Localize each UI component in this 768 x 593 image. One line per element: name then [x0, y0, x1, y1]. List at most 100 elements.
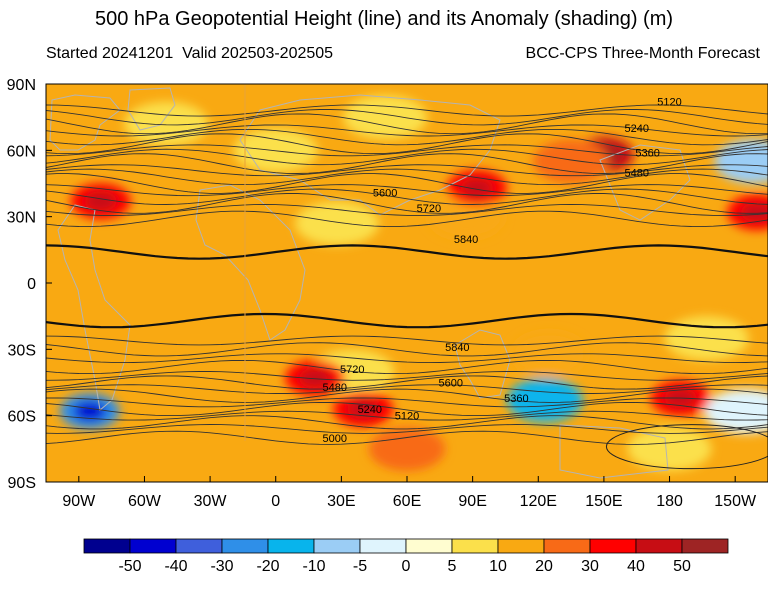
colorbar-swatch [267, 538, 315, 554]
colorbar-label: 30 [581, 558, 599, 575]
contour-label: 5480 [624, 167, 648, 179]
colorbar-swatch [635, 538, 683, 554]
contour-line [46, 430, 768, 445]
contour-line [46, 384, 768, 394]
colorbar-label: 5 [448, 558, 457, 575]
x-tick-label: 180 [656, 493, 683, 510]
contour-line [46, 144, 768, 157]
contour-line [46, 168, 768, 186]
contour-line [46, 188, 768, 205]
colorbar-swatch [405, 538, 453, 554]
colorbar-swatch [497, 538, 545, 554]
anomaly-core [740, 202, 768, 223]
valid-period: Valid 202503-202505 [182, 45, 334, 62]
y-tick-label: 90N [7, 77, 36, 94]
anomaly-core [73, 401, 107, 422]
contour-closed [605, 424, 768, 470]
y-tick-label: 30N [7, 210, 36, 227]
x-tick-label: 30W [194, 493, 228, 510]
contour-line [46, 388, 768, 403]
colorbar-label: 0 [402, 558, 411, 575]
contour-line-thick [46, 312, 768, 329]
contour-line [46, 401, 768, 417]
contour-line [46, 359, 768, 375]
anomaly-region [506, 378, 583, 423]
anomaly-region [511, 331, 588, 376]
contour-line [46, 128, 768, 146]
contour-line [46, 193, 768, 214]
contour-line [46, 173, 768, 194]
contour-line [46, 335, 768, 346]
contour-line [46, 104, 768, 117]
contour-labels: 5120 5240 5360 5480 5600 5720 5840 5840 5720 5600… [323, 97, 682, 445]
contour-label: 5120 [657, 97, 681, 109]
contour-line [46, 371, 768, 381]
colorbar-swatch [451, 538, 499, 554]
anomaly-core [298, 368, 332, 388]
colorbar-label: -20 [256, 558, 279, 575]
contour-line [46, 397, 768, 408]
forecast-dates: Started 20241201 Valid 202503-202505 [46, 45, 333, 63]
contour-label: 5360 [504, 393, 528, 405]
x-tick-label: 90E [458, 493, 486, 510]
contour-line [46, 410, 768, 421]
anomaly-region [369, 426, 445, 471]
contour-label: 5840 [454, 234, 478, 246]
contour-label: 5360 [635, 148, 659, 160]
contour-line [46, 153, 768, 174]
chart-title: 500 hPa Geopotential Height (line) and i… [94, 8, 674, 30]
colorbar-swatch [359, 538, 407, 554]
contour-label: 5600 [439, 378, 463, 390]
contour-line [46, 184, 768, 197]
contour-line [46, 424, 768, 434]
contour-line-thick [46, 244, 768, 260]
colorbar-swatch [543, 538, 591, 554]
contour-label: 5240 [624, 123, 648, 135]
colorbar-swatch [681, 538, 729, 554]
contour-label: 5480 [323, 382, 347, 394]
contour-label: 5720 [417, 203, 441, 215]
colorbar-label: 10 [489, 558, 507, 575]
contour-line [46, 109, 768, 126]
anomaly-region [428, 194, 505, 239]
contour-line [46, 342, 768, 357]
height-contours [46, 104, 768, 470]
colorbar-swatch [589, 538, 637, 554]
y-tick-label: 90S [8, 475, 36, 492]
contour-line [46, 415, 768, 430]
colorbar-label: -10 [302, 558, 325, 575]
x-tick-label: 150W [714, 493, 757, 510]
axis-ticks: 90W 60W 30W 0 30E 60E 90E 120E 150E 180 150W 90N 60N… [7, 77, 757, 510]
contour-line [46, 113, 768, 135]
contour-label: 5000 [323, 433, 347, 445]
colorbar-swatch [175, 538, 223, 554]
contour-line [46, 210, 768, 228]
anomaly-region [627, 426, 712, 471]
colorbar-label: -30 [210, 558, 233, 575]
anomaly-core [460, 178, 494, 198]
anomaly-core [84, 191, 118, 212]
x-tick-label: 90W [62, 493, 96, 510]
contour-label: 5600 [373, 187, 397, 199]
colorbar-label: 50 [673, 558, 691, 575]
colorbar-label: -40 [164, 558, 187, 575]
model-name: BCC-CPS Three-Month Forecast [525, 45, 760, 62]
contour-label: 5120 [395, 411, 419, 423]
contour-label: 5840 [445, 342, 469, 354]
colorbar-label: 20 [535, 558, 553, 575]
colorbar-swatch [83, 538, 131, 554]
started-date: Started 20241201 [46, 45, 174, 62]
x-tick-label: 150E [585, 493, 622, 510]
colorbar-swatch [221, 538, 269, 554]
contour-line [46, 133, 768, 155]
anomaly-region [533, 139, 610, 184]
x-tick-label: 30E [327, 493, 355, 510]
contour-label: 5240 [358, 404, 382, 416]
x-tick-label: 0 [271, 493, 280, 510]
contour-line [46, 148, 768, 166]
y-tick-label: 60S [8, 409, 36, 426]
contour-line [46, 124, 768, 137]
anomaly-region [343, 95, 428, 140]
contour-label: 5720 [340, 364, 364, 376]
colorbar-label: -5 [353, 558, 367, 575]
